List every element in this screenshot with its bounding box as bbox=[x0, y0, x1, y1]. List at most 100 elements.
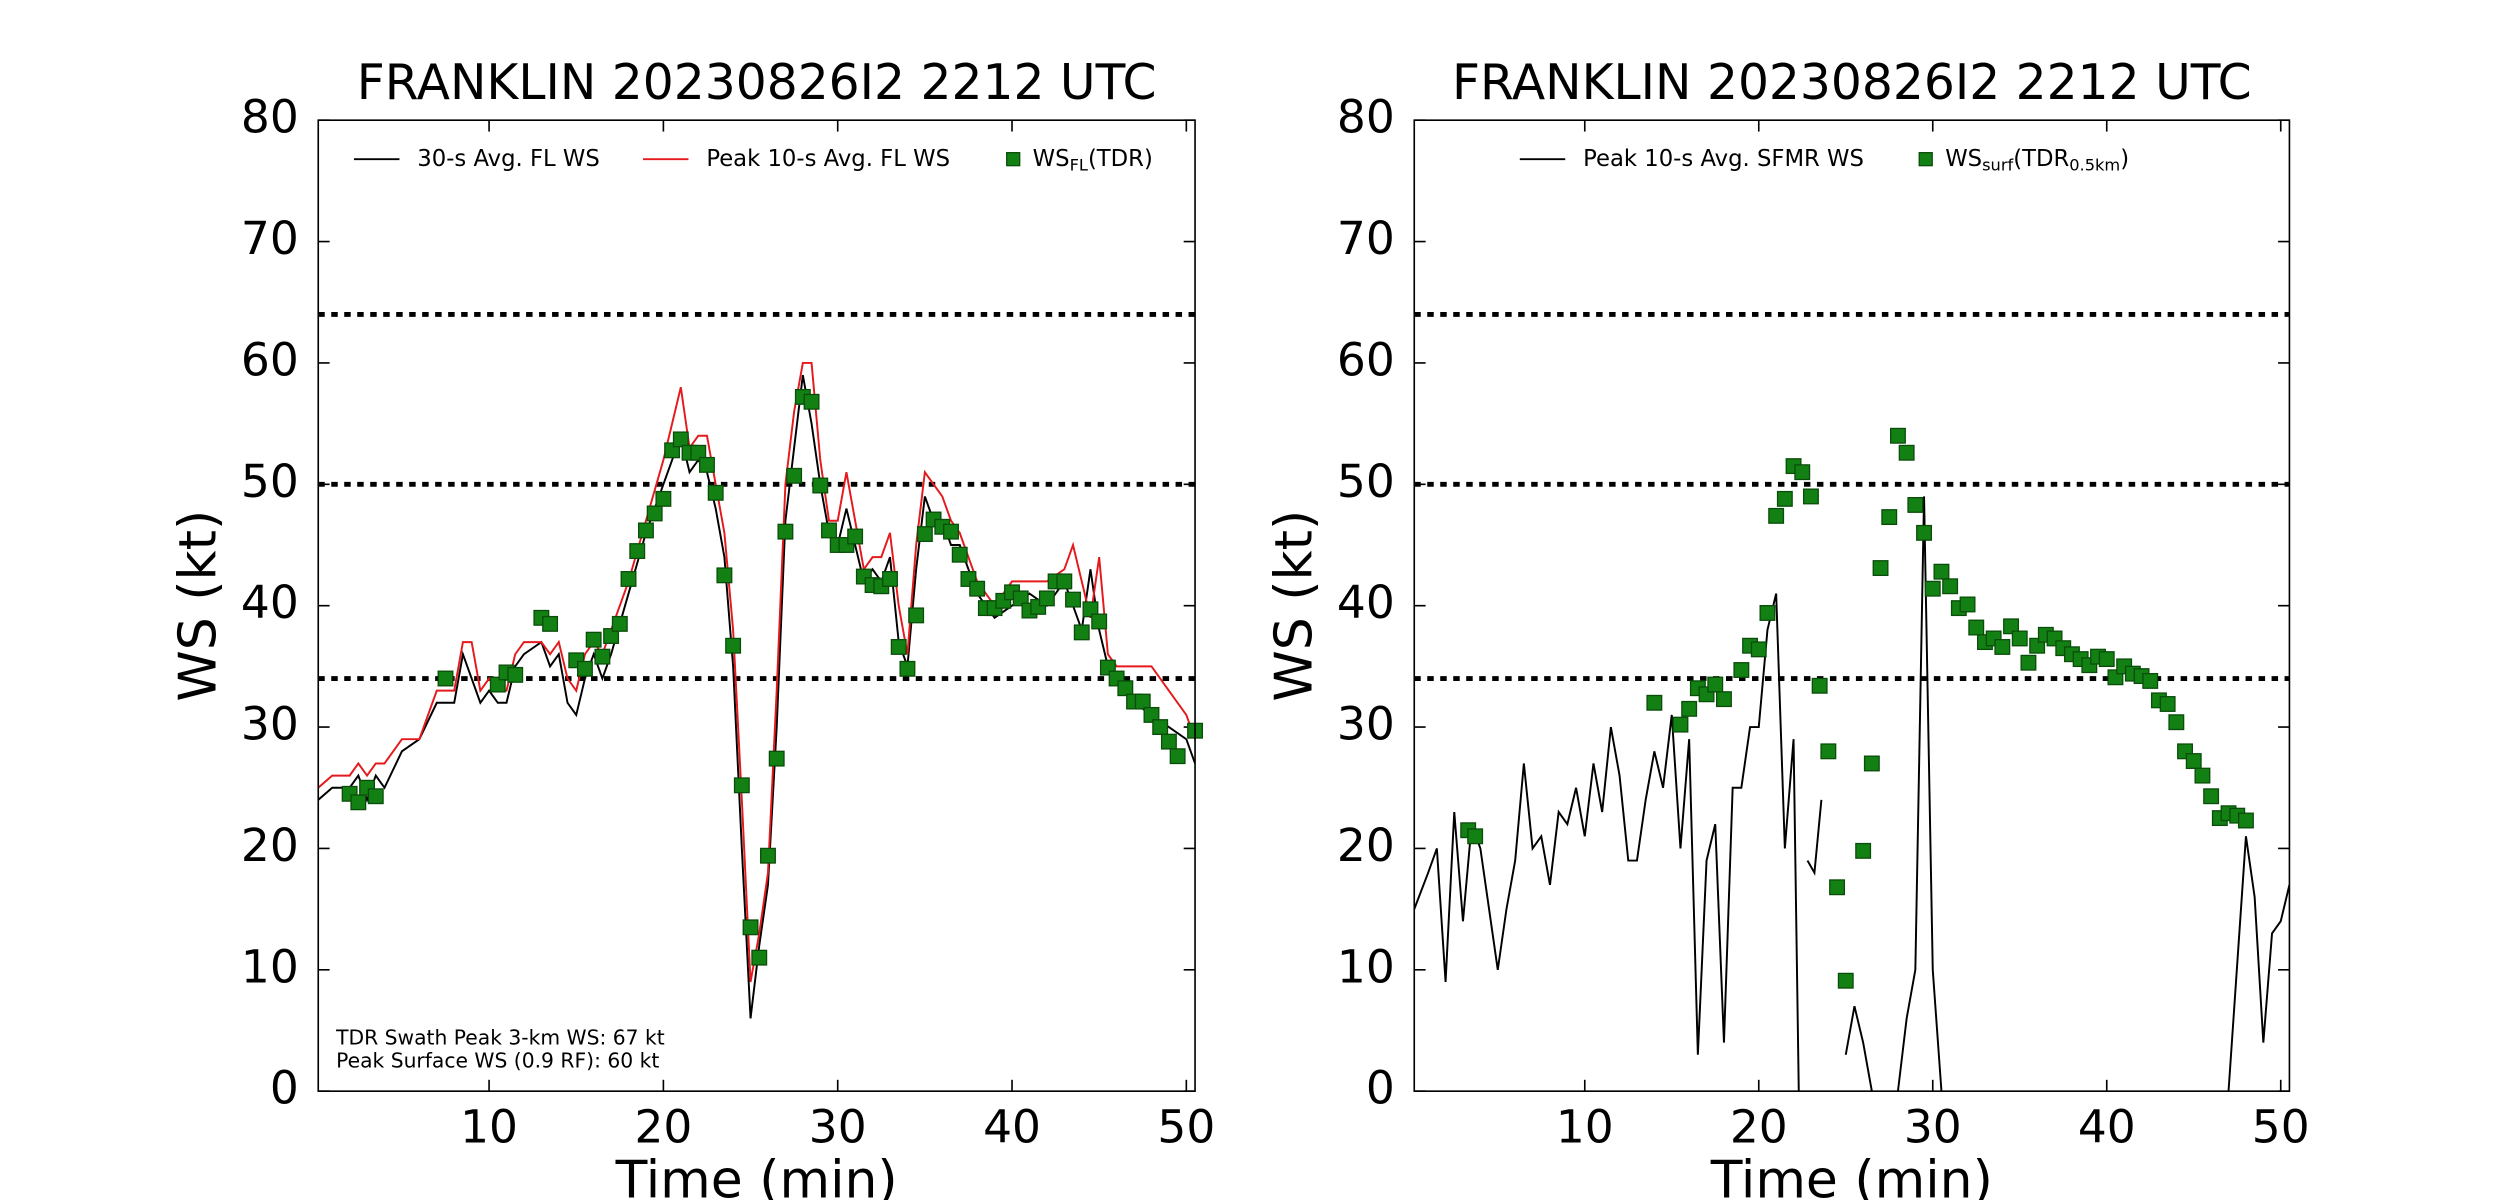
data-point bbox=[655, 490, 672, 507]
y-tick-label: 50 bbox=[241, 455, 299, 508]
y-tick-label: 70 bbox=[1337, 212, 1395, 265]
data-point bbox=[2237, 812, 2254, 829]
data-point bbox=[1959, 596, 1976, 613]
y-tick-label: 30 bbox=[1337, 698, 1395, 751]
data-point bbox=[2168, 714, 2185, 731]
data-point bbox=[943, 523, 959, 540]
data-point bbox=[786, 467, 803, 484]
data-point bbox=[1091, 613, 1108, 630]
data-point bbox=[585, 631, 602, 648]
data-point bbox=[1056, 573, 1073, 590]
data-point bbox=[908, 607, 925, 624]
y-tick-label: 20 bbox=[1337, 819, 1395, 872]
data-point bbox=[951, 546, 968, 563]
data-point bbox=[1065, 591, 1081, 608]
data-point bbox=[367, 788, 384, 805]
x-tick-label: 50 bbox=[1157, 1101, 1215, 1154]
data-point bbox=[1707, 676, 1724, 693]
legend-label-part: WS bbox=[1033, 146, 1070, 172]
y-tick-label: 80 bbox=[1337, 91, 1395, 144]
data-point bbox=[1776, 490, 1793, 507]
y-tick-label: 40 bbox=[241, 576, 299, 629]
data-point bbox=[690, 444, 707, 461]
data-point bbox=[629, 543, 646, 560]
data-point bbox=[489, 676, 506, 693]
x-tick-label: 40 bbox=[2078, 1101, 2136, 1154]
data-point bbox=[646, 505, 663, 522]
data-point bbox=[1855, 842, 1872, 859]
data-point bbox=[620, 571, 637, 587]
data-point bbox=[1768, 507, 1785, 524]
x-tick-label: 30 bbox=[1904, 1101, 1962, 1154]
data-point bbox=[760, 847, 776, 864]
y-tick-label: 10 bbox=[241, 940, 299, 993]
data-point bbox=[1889, 427, 1906, 444]
y-tick-label: 80 bbox=[241, 91, 299, 144]
data-point bbox=[1968, 619, 1985, 636]
data-point bbox=[1733, 662, 1750, 678]
data-point bbox=[899, 660, 916, 677]
legend-label: 30-s Avg. FL WS bbox=[417, 146, 600, 172]
x-axis-label: Time (min) bbox=[615, 1151, 898, 1200]
y-tick-label: 20 bbox=[241, 819, 299, 872]
data-point bbox=[437, 670, 454, 687]
data-point bbox=[1169, 748, 1186, 765]
data-point bbox=[1134, 693, 1151, 710]
legend-label: Peak 10-s Avg. FL WS bbox=[706, 146, 950, 172]
data-point bbox=[2159, 696, 2176, 712]
data-point bbox=[1881, 509, 1898, 526]
data-point bbox=[1143, 706, 1160, 723]
data-point bbox=[1750, 641, 1767, 658]
data-point bbox=[1863, 755, 1880, 772]
data-point bbox=[1152, 719, 1169, 736]
data-point bbox=[507, 666, 524, 683]
data-point bbox=[1907, 496, 1924, 513]
data-point bbox=[882, 571, 898, 587]
data-point bbox=[1924, 580, 1941, 597]
legend-label: WSFL(TDR) bbox=[1033, 146, 1153, 174]
data-point bbox=[611, 615, 628, 632]
data-point bbox=[2185, 753, 2202, 769]
x-tick-label: 10 bbox=[460, 1101, 518, 1154]
data-point bbox=[1160, 733, 1177, 750]
plot-frame bbox=[1413, 119, 2291, 1092]
data-point bbox=[890, 638, 907, 655]
legend-label-part: Peak 10-s Avg. FL WS bbox=[706, 146, 950, 172]
data-point bbox=[2194, 767, 2211, 784]
x-tick-label: 20 bbox=[634, 1101, 692, 1154]
legend-label: Peak 10-s Avg. SFMR WS bbox=[1583, 146, 1864, 172]
legend-label-part: 30-s Avg. FL WS bbox=[417, 146, 600, 172]
data-point bbox=[1467, 828, 1484, 845]
data-point bbox=[1829, 879, 1846, 896]
chart: FRANKLIN 20230826I2 2212 UTC Time (min) WS… bbox=[168, 55, 1215, 1200]
data-point bbox=[1872, 560, 1889, 577]
legend-label-part: FL bbox=[1070, 155, 1088, 174]
data-point bbox=[2011, 630, 2028, 647]
data-point bbox=[1672, 716, 1689, 733]
y-tick-label: 70 bbox=[241, 212, 299, 265]
data-point bbox=[699, 456, 715, 473]
data-point bbox=[1794, 464, 1811, 481]
data-point bbox=[751, 949, 768, 966]
legend-label-part: WS bbox=[1945, 146, 1982, 172]
data-point bbox=[803, 393, 820, 410]
data-point bbox=[1646, 694, 1663, 711]
legend-label: WSsurf(TDR0.5km) bbox=[1945, 146, 2129, 174]
data-point bbox=[733, 777, 750, 794]
x-tick-label: 20 bbox=[1730, 1101, 1788, 1154]
data-point bbox=[672, 431, 689, 448]
data-point bbox=[1716, 691, 1732, 708]
y-tick-label: 0 bbox=[1366, 1062, 1395, 1115]
data-point bbox=[2098, 651, 2115, 668]
legend-swatch bbox=[1918, 152, 1933, 167]
y-tick-label: 50 bbox=[1337, 455, 1395, 508]
data-point bbox=[1898, 444, 1915, 461]
data-point bbox=[2003, 618, 2020, 635]
data-point bbox=[2142, 672, 2159, 689]
data-point bbox=[638, 522, 654, 539]
x-tick-label: 50 bbox=[2252, 1101, 2310, 1154]
data-point bbox=[2203, 788, 2220, 805]
x-tick-label: 10 bbox=[1556, 1101, 1614, 1154]
